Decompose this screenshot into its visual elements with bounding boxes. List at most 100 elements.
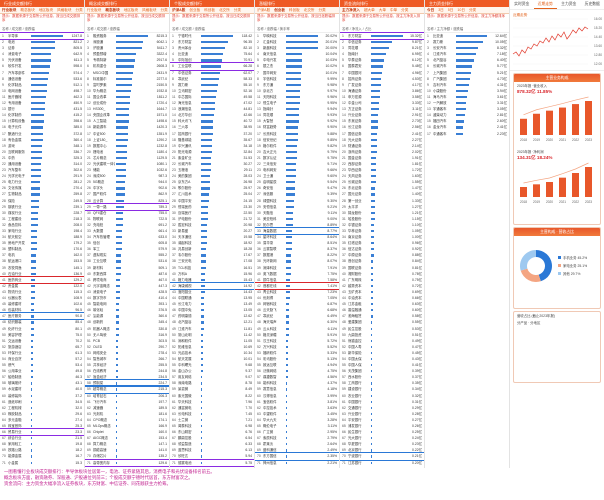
table-row[interactable]: 29 太平洋 1.27亿: [340, 204, 424, 210]
table-row[interactable]: 70 能源金属 16.7: [0, 453, 84, 459]
table-row[interactable]: 25 京东方A 26.98: [170, 179, 254, 185]
table-row[interactable]: 11 海马汽车 3.61亿: [425, 94, 509, 100]
table-row[interactable]: 9 吉利汽车 4.31亿: [425, 82, 509, 88]
table-row[interactable]: 47 药明康德 12.62: [170, 313, 254, 319]
table-row[interactable]: 59 水泥建材 40.0: [0, 386, 84, 392]
table-row[interactable]: 66 贸易行业 23.3: [0, 428, 84, 437]
table-row[interactable]: 23 华西证券 1.72亿: [340, 167, 424, 173]
table-row[interactable]: 3 新晨科技 20.00%: [255, 45, 339, 51]
panel-tab[interactable]: 科创板: [204, 8, 215, 12]
table-row[interactable]: 13 指南针 9.94%: [255, 106, 339, 112]
table-row[interactable]: 71 江苏银行 0.20亿: [340, 460, 424, 466]
table-row[interactable]: 51 PCB 303.5: [85, 338, 169, 344]
panel-tab[interactable]: 超大单: [363, 8, 375, 12]
table-row[interactable]: 61 宝信软件 3.81%: [255, 399, 339, 405]
table-row[interactable]: 4 指南针 6.95亿: [340, 51, 424, 57]
table-row[interactable]: 18 隆基绿能 35.67: [170, 137, 254, 143]
table-row[interactable]: 9 东方通 9.98%: [255, 82, 339, 88]
table-row[interactable]: 23 电科网安 9.66%: [255, 167, 339, 173]
table-row[interactable]: 20 互联网服务 336.7: [0, 149, 84, 155]
table-row[interactable]: 18 光大证券 2.27亿: [340, 137, 424, 143]
table-row[interactable]: 40 奥飞数据 7.75%: [255, 271, 339, 277]
table-row[interactable]: 10 电网设备 498.7: [0, 88, 84, 94]
table-row[interactable]: 24 天风证券 1.63亿: [340, 173, 424, 179]
table-row[interactable]: 45 网宿科技 6.87%: [255, 301, 339, 307]
table-row[interactable]: 67 综合行业 21.5: [0, 435, 84, 441]
table-row[interactable]: 26 文化传媒 270.4: [0, 185, 84, 191]
table-row[interactable]: 26 东北证券 1.47亿: [340, 185, 424, 191]
table-row[interactable]: 14 北方华创 42.66: [170, 112, 254, 118]
table-row[interactable]: 71 小金属 15.3: [0, 460, 84, 466]
table-row[interactable]: 68 算力概念 147.1: [85, 441, 169, 447]
table-row[interactable]: 10 立讯精密 52.16: [170, 88, 254, 94]
table-row[interactable]: 25 长城证券 1.55亿: [340, 179, 424, 185]
table-row[interactable]: 36 塑料制品 170.6: [0, 246, 84, 252]
table-row[interactable]: 44 优刻得 7.05%: [255, 295, 339, 301]
table-row[interactable]: 33 华林证券 1.05亿: [340, 228, 424, 234]
table-row[interactable]: 58 玻璃玻纤 43.1: [0, 380, 84, 386]
table-row[interactable]: 19 财通证券 2.14亿: [340, 143, 424, 149]
table-row[interactable]: 7 MSCI中国 2431.9: [85, 70, 169, 76]
panel-tab[interactable]: 创业板: [274, 8, 285, 12]
table-row[interactable]: 3 同花顺 8.21亿: [340, 45, 424, 51]
table-row[interactable]: 52 中国人寿 0.47亿: [340, 344, 424, 350]
table-row[interactable]: 8 寒武纪 58.33: [170, 76, 254, 82]
table-row[interactable]: 55 致远互联 4.94%: [255, 362, 339, 368]
table-row[interactable]: 46 碳化硅 376.5: [85, 307, 169, 313]
table-row[interactable]: 16 三六零 38.95: [170, 124, 254, 130]
table-row[interactable]: 60 农业银行 0.32亿: [340, 393, 424, 399]
table-row[interactable]: 21 中药 325.3: [0, 155, 84, 161]
table-row[interactable]: 1 半导体 1247.8: [0, 31, 84, 41]
table-row[interactable]: 12 一汽解放 3.31亿: [425, 100, 509, 106]
panel-tab[interactable]: 概念板块: [20, 8, 35, 12]
table-row[interactable]: 4 江淮汽车 7.18亿: [425, 51, 509, 57]
table-row[interactable]: 32 充电桩 691.2: [85, 222, 169, 228]
table-row[interactable]: 52 万兴科技 5.52%: [255, 344, 339, 350]
panel-tab[interactable]: 分类: [233, 8, 241, 12]
table-row[interactable]: 5 中际旭创 70.91: [170, 57, 254, 63]
table-row[interactable]: 4 预盈预增 3322.4: [85, 51, 169, 57]
table-row[interactable]: 40 湘财股份 0.78亿: [340, 271, 424, 277]
table-row[interactable]: 44 仪器仪表 108.9: [0, 295, 84, 301]
table-row[interactable]: 66 广立微 2.95%: [255, 429, 339, 435]
table-row[interactable]: 31 哈投股份 1.15亿: [340, 216, 424, 222]
table-row[interactable]: 38 光环新网 8.07%: [255, 258, 339, 264]
table-row[interactable]: 9 富时罗素 2150.5: [85, 82, 169, 88]
table-row[interactable]: 68 华夏银行 0.23亿: [340, 441, 424, 447]
table-row[interactable]: 41 跨境电商 467.0: [85, 277, 169, 283]
table-row[interactable]: 59 景嘉微 8.49: [170, 386, 254, 392]
table-row[interactable]: 42 海康威视 14.92: [170, 281, 254, 290]
table-row[interactable]: 39 农牧饲渔 145.1: [0, 265, 84, 271]
panel-tab[interactable]: 分类: [468, 8, 477, 12]
table-row[interactable]: 50 九鼎投资 0.51亿: [340, 332, 424, 338]
table-row[interactable]: 22 三未信安 9.71%: [255, 161, 339, 167]
table-row[interactable]: 36 军工 579.9: [85, 246, 169, 252]
table-row[interactable]: 26 歌尔股份 25.97: [170, 185, 254, 191]
table-row[interactable]: 43 物流行业 115.3: [0, 289, 84, 295]
table-row[interactable]: 13 银行 431.5: [0, 106, 84, 112]
table-row[interactable]: 28 中国平安 24.15: [170, 198, 254, 204]
table-row[interactable]: 56 金山办公 9.37: [170, 368, 254, 374]
table-row[interactable]: 41 广东明珠 0.75亿: [340, 277, 424, 283]
table-row[interactable]: 49 民生控股 0.53亿: [340, 326, 424, 332]
table-row[interactable]: 62 交通银行 0.29亿: [340, 405, 424, 411]
table-row[interactable]: 59 赛意信息 4.18%: [255, 386, 339, 392]
table-row[interactable]: 11 申万宏源 3.58亿: [340, 94, 424, 100]
table-row[interactable]: 5 光伏设备 611.3: [0, 57, 84, 63]
table-row[interactable]: 14 化学制药 415.2: [0, 112, 84, 118]
table-row[interactable]: 22 通用设备 314.0: [0, 161, 84, 167]
table-row[interactable]: 70 存储芯片 135.2: [85, 453, 169, 459]
table-row[interactable]: 27 汇川技术 25.04: [170, 191, 254, 197]
table-row[interactable]: 60 装修装饰 37.2: [0, 393, 84, 399]
table-row[interactable]: 35 红塔证券 0.96亿: [340, 240, 424, 246]
table-row[interactable]: 57 鼎捷数智 4.56%: [255, 374, 339, 380]
table-row[interactable]: 42 贵金属 122.0: [0, 283, 84, 289]
table-row[interactable]: 22 西部证券 1.81亿: [340, 161, 424, 167]
table-row[interactable]: 57 盲盒经济 234.5: [85, 374, 169, 380]
table-row[interactable]: 37 中原证券 0.88亿: [340, 252, 424, 258]
table-row[interactable]: 37 电机 162.0: [0, 252, 84, 258]
table-row[interactable]: 4 比亚迪 75.64: [170, 51, 254, 57]
table-row[interactable]: 66 Chiplet 160.0: [85, 429, 169, 435]
table-row[interactable]: 24 深成500 987.3: [85, 173, 169, 179]
table-row[interactable]: 1 东方财富 15.32亿: [340, 31, 424, 41]
